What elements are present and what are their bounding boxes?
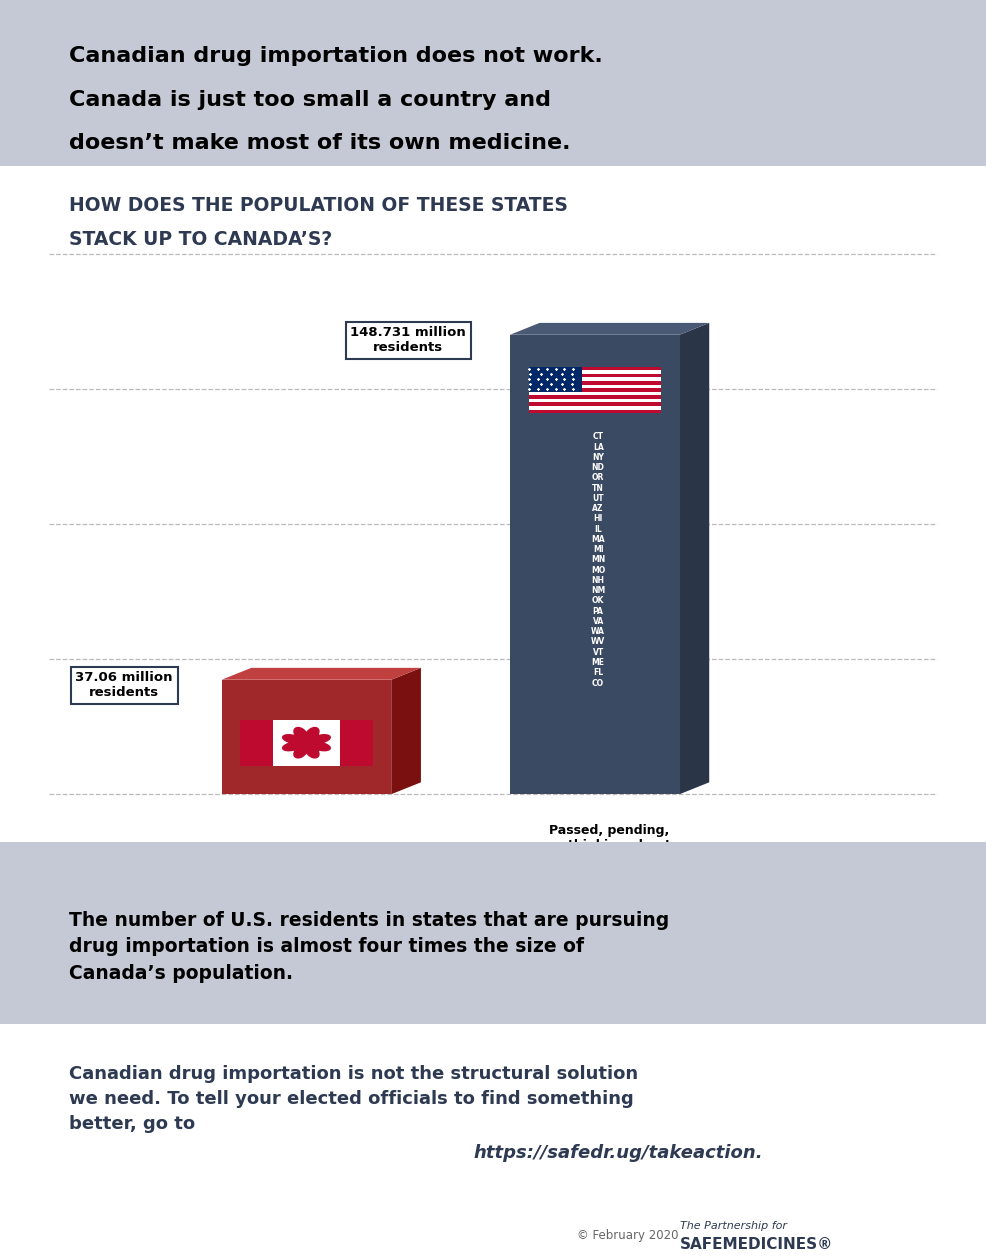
Bar <box>510 335 679 794</box>
Bar <box>528 367 582 392</box>
Polygon shape <box>510 323 709 335</box>
Bar <box>528 396 661 399</box>
Text: CT
LA
NY
ND
OR
TN
UT
AZ
HI
IL
MA
MI
MN
MO
NH
NM
OK
PA
VA
WA
WV
VT
ME
FL
CO: CT LA NY ND OR TN UT AZ HI IL MA MI MN M… <box>591 432 605 687</box>
Polygon shape <box>391 668 421 794</box>
Text: STACK UP TO CANADA’S?: STACK UP TO CANADA’S? <box>69 230 332 249</box>
Text: The Partnership for: The Partnership for <box>680 1221 788 1231</box>
Text: Canadian drug importation is not the structural solution
we need. To tell your e: Canadian drug importation is not the str… <box>69 1065 638 1133</box>
Bar <box>528 402 661 406</box>
Text: Canadian drug importation does not work.: Canadian drug importation does not work. <box>69 46 602 67</box>
Text: 37.06 million
residents: 37.06 million residents <box>75 671 173 700</box>
Bar <box>222 679 391 794</box>
Text: doesn’t make most of its own medicine.: doesn’t make most of its own medicine. <box>69 133 571 153</box>
Bar <box>528 381 661 384</box>
Text: © February 2020: © February 2020 <box>577 1228 678 1242</box>
Text: Passed, pending,
or thinking about
drug importation: Passed, pending, or thinking about drug … <box>548 824 670 867</box>
Bar <box>241 720 373 766</box>
Text: HOW DOES THE POPULATION OF THESE STATES: HOW DOES THE POPULATION OF THESE STATES <box>69 196 568 215</box>
Bar <box>528 388 661 392</box>
Polygon shape <box>679 323 709 794</box>
Bar <box>528 367 661 413</box>
Bar <box>241 720 273 766</box>
Text: https://safedr.ug/takeaction.: https://safedr.ug/takeaction. <box>473 1144 763 1163</box>
Bar <box>528 367 661 371</box>
Bar <box>339 720 373 766</box>
Polygon shape <box>222 668 421 679</box>
Text: The number of U.S. residents in states that are pursuing
drug importation is alm: The number of U.S. residents in states t… <box>69 911 669 982</box>
Text: Canada is just too small a country and: Canada is just too small a country and <box>69 89 551 109</box>
Bar <box>528 374 661 377</box>
Polygon shape <box>283 727 330 757</box>
Text: 148.731 million
residents: 148.731 million residents <box>350 327 466 354</box>
Bar <box>528 409 661 413</box>
Text: SAFEMEDICINES®: SAFEMEDICINES® <box>680 1237 834 1252</box>
